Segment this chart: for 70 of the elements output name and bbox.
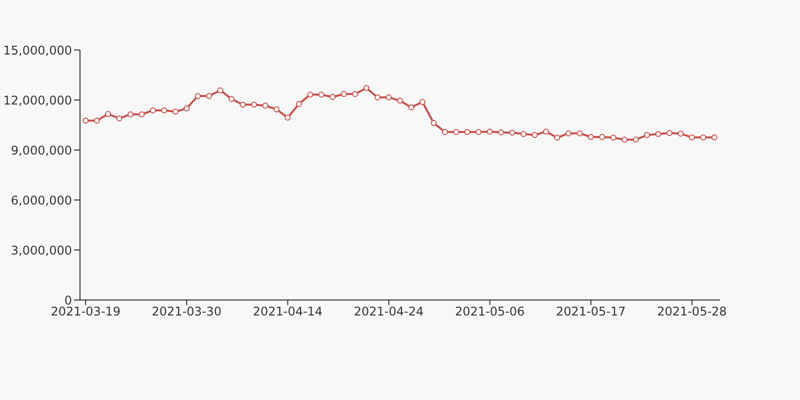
point [251,102,258,108]
x-tick-label: 2021-03-30 [152,304,222,319]
point [610,134,616,141]
point [194,93,201,99]
point [240,102,246,108]
point [273,106,280,112]
point [655,131,662,137]
y-tick-label: 3,000,000 [10,243,72,258]
point [352,91,358,97]
point [105,111,112,117]
point [464,129,470,135]
point [486,128,493,135]
point [340,91,347,97]
point [442,129,448,135]
point [94,118,100,124]
point [644,132,650,138]
point [622,136,628,143]
point [666,130,672,136]
point [318,92,324,98]
point [330,94,336,100]
x-tick-label: 2021-05-17 [556,304,626,319]
point [363,85,370,91]
point [476,129,482,135]
x-tick-label: 2021-05-28 [657,304,727,319]
point [374,94,381,100]
point [419,99,426,105]
point [542,128,549,135]
point [700,134,706,140]
point [532,132,538,138]
point [509,130,516,136]
y-tick-label: 9,000,000 [10,143,72,158]
point [296,101,302,107]
point [262,102,268,109]
point [520,131,527,137]
point [711,134,718,140]
y-tick-label: 6,000,000 [10,193,72,208]
y-tick-label: 0 [64,293,72,308]
point [678,130,684,137]
x-tick-label: 2021-05-06 [454,304,525,319]
point [116,115,122,122]
point [206,93,212,99]
point [408,104,414,110]
point [82,118,89,124]
point [397,98,403,104]
point [688,134,695,140]
y-tick-label: 15,000,000 [3,43,72,58]
point [498,129,504,136]
x-tick-label: 2021-03-19 [50,304,120,319]
point [576,130,583,136]
point [172,108,178,115]
point [150,107,156,114]
point [554,134,560,141]
point [161,107,168,114]
point [565,130,572,136]
point [588,134,594,140]
point [184,105,190,112]
point [386,94,392,100]
point [307,92,314,98]
x-tick-label: 2021-04-14 [252,304,323,319]
point [453,129,460,135]
point [430,120,437,126]
x-tick-label: 2021-04-24 [354,304,424,319]
point [138,111,145,118]
point [228,96,235,102]
point [128,111,134,118]
point [599,134,606,140]
point [632,136,639,143]
point [284,114,291,121]
y-tick-label: 12,000,000 [3,93,72,108]
point [217,87,224,94]
